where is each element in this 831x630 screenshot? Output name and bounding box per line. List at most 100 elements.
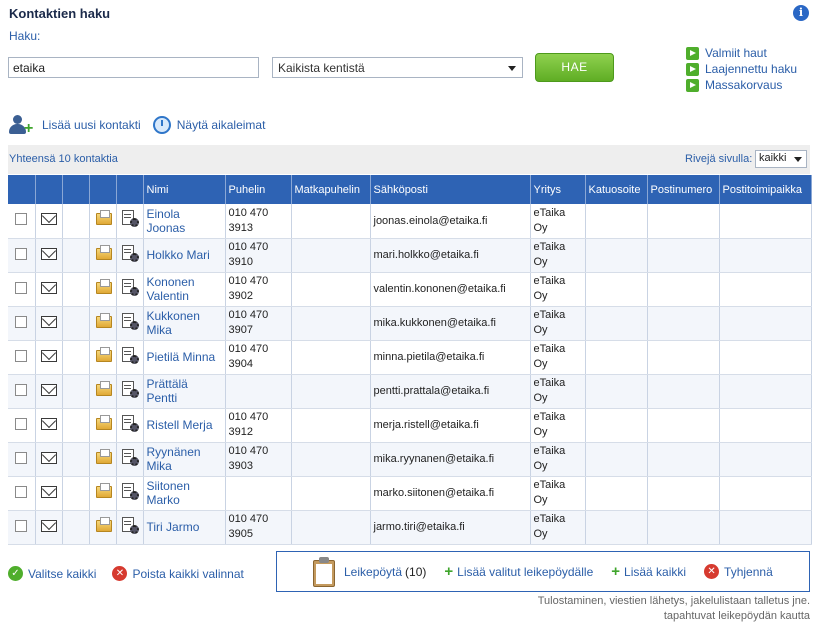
contact-name-link[interactable]: Pietilä Minna bbox=[143, 340, 226, 375]
col-postcode[interactable]: Postinumero bbox=[647, 175, 720, 204]
letter-icon[interactable] bbox=[95, 278, 112, 294]
envelope-icon[interactable] bbox=[40, 485, 57, 498]
contact-card-settings-icon[interactable] bbox=[121, 448, 139, 467]
col-name[interactable]: Nimi bbox=[143, 175, 226, 204]
contact-phone bbox=[225, 476, 292, 511]
contact-city bbox=[719, 408, 812, 443]
link-saved-searches[interactable]: Valmiit haut bbox=[686, 45, 797, 61]
add-all-button[interactable]: + Lisää kaikki bbox=[611, 562, 686, 580]
add-selected-button[interactable]: + Lisää valitut leikepöydälle bbox=[444, 564, 593, 579]
contact-card-settings-icon[interactable] bbox=[121, 278, 139, 297]
letter-icon[interactable] bbox=[95, 482, 112, 498]
contact-card-settings-icon[interactable] bbox=[121, 346, 139, 365]
empty-clipboard-button[interactable]: ✕ Tyhjennä bbox=[704, 564, 773, 579]
contact-name-link[interactable]: Siitonen Marko bbox=[143, 476, 226, 511]
col-email[interactable]: Sähköposti bbox=[370, 175, 531, 204]
col-city[interactable]: Postitoimipaikka bbox=[719, 175, 812, 204]
row-select-cell bbox=[8, 340, 36, 375]
row-checkbox[interactable] bbox=[15, 315, 27, 328]
footer-note: Tulostaminen, viestien lähetys, jakeluli… bbox=[500, 594, 810, 624]
clipboard-icon bbox=[313, 556, 335, 587]
letter-icon[interactable] bbox=[95, 380, 112, 396]
contact-name-link[interactable]: Kononen Valentin bbox=[143, 272, 226, 307]
link-label: Massakorvaus bbox=[705, 78, 783, 92]
contact-card-settings-icon[interactable] bbox=[121, 482, 139, 501]
link-label: Laajennettu haku bbox=[705, 62, 798, 76]
rows-per-page-select[interactable]: kaikki bbox=[755, 150, 807, 168]
envelope-icon[interactable] bbox=[40, 247, 57, 260]
contact-city bbox=[719, 442, 812, 477]
clear-selections-button[interactable]: ✕ Poista kaikki valinnat bbox=[112, 566, 244, 581]
row-checkbox[interactable] bbox=[15, 451, 27, 464]
contact-name-link[interactable]: Prättälä Pentti bbox=[143, 374, 226, 409]
col-mobile[interactable]: Matkapuhelin bbox=[291, 175, 371, 204]
link-advanced-search[interactable]: Laajennettu haku bbox=[686, 61, 797, 77]
contact-company: eTaika Oy bbox=[530, 510, 586, 545]
letter-icon[interactable] bbox=[95, 516, 112, 532]
envelope-icon[interactable] bbox=[40, 349, 57, 362]
contact-phone: 010 470 3904 bbox=[225, 340, 292, 375]
contact-card-settings-icon[interactable] bbox=[121, 210, 139, 228]
side-links: Valmiit haut Laajennettu haku Massakorva… bbox=[686, 45, 797, 93]
play-arrow-icon bbox=[686, 78, 699, 92]
search-input[interactable] bbox=[8, 57, 259, 78]
contact-phone bbox=[225, 374, 292, 409]
envelope-icon[interactable] bbox=[40, 213, 57, 226]
row-checkbox[interactable] bbox=[15, 519, 27, 532]
letter-icon[interactable] bbox=[95, 414, 112, 430]
letter-icon[interactable] bbox=[95, 448, 112, 464]
contact-name-link[interactable]: Kukkonen Mika bbox=[143, 306, 226, 341]
contact-company: eTaika Oy bbox=[530, 340, 586, 375]
envelope-icon[interactable] bbox=[40, 417, 57, 430]
search-button[interactable]: HAE bbox=[535, 53, 614, 82]
col-letter-action bbox=[89, 175, 117, 204]
contact-name-link[interactable]: Tiri Jarmo bbox=[143, 510, 226, 545]
envelope-icon[interactable] bbox=[40, 281, 57, 294]
contact-card-settings-icon[interactable] bbox=[121, 414, 139, 433]
row-checkbox[interactable] bbox=[15, 383, 27, 396]
letter-icon[interactable] bbox=[95, 244, 112, 260]
row-select-cell bbox=[8, 238, 36, 273]
contact-city bbox=[719, 306, 812, 341]
plus-multiple-icon: + bbox=[611, 562, 621, 580]
col-street[interactable]: Katuosoite bbox=[585, 175, 648, 204]
contact-card-settings-icon[interactable] bbox=[121, 244, 139, 263]
row-checkbox[interactable] bbox=[15, 213, 27, 226]
row-checkbox[interactable] bbox=[15, 349, 27, 362]
contact-name-link[interactable]: Holkko Mari bbox=[143, 238, 226, 273]
contact-card-settings-icon[interactable] bbox=[121, 312, 139, 331]
envelope-icon[interactable] bbox=[40, 383, 57, 396]
contact-card-settings-icon[interactable] bbox=[121, 380, 139, 399]
col-phone[interactable]: Puhelin bbox=[225, 175, 292, 204]
contact-name-link[interactable]: Ryynänen Mika bbox=[143, 442, 226, 477]
contact-mobile bbox=[291, 204, 371, 239]
info-icon[interactable]: i bbox=[793, 5, 809, 21]
contact-card-settings-icon[interactable] bbox=[121, 516, 139, 535]
contact-postcode bbox=[647, 306, 720, 341]
letter-icon[interactable] bbox=[95, 346, 112, 362]
check-icon: ✓ bbox=[8, 566, 23, 581]
row-card-cell bbox=[116, 238, 144, 273]
contact-name-link[interactable]: Ristell Merja bbox=[143, 408, 226, 443]
link-mass-replace[interactable]: Massakorvaus bbox=[686, 77, 797, 93]
select-all-button[interactable]: ✓ Valitse kaikki bbox=[8, 566, 96, 581]
add-contact-button[interactable]: + Lisää uusi kontakti bbox=[8, 114, 141, 137]
row-checkbox[interactable] bbox=[15, 485, 27, 498]
letter-icon[interactable] bbox=[95, 312, 112, 328]
row-checkbox[interactable] bbox=[15, 417, 27, 430]
add-user-icon: + bbox=[8, 114, 36, 137]
clipboard-link[interactable]: Leikepöytä (10) bbox=[344, 565, 426, 579]
search-field-select[interactable]: Kaikista kentistä bbox=[272, 57, 523, 78]
envelope-icon[interactable] bbox=[40, 315, 57, 328]
envelope-icon[interactable] bbox=[40, 451, 57, 464]
contact-name-link[interactable]: Einola Joonas bbox=[143, 204, 226, 239]
envelope-icon[interactable] bbox=[40, 519, 57, 532]
row-checkbox[interactable] bbox=[15, 281, 27, 294]
col-company[interactable]: Yritys bbox=[530, 175, 586, 204]
show-timestamps-button[interactable]: Näytä aikaleimat bbox=[152, 116, 266, 134]
show-timestamps-label: Näytä aikaleimat bbox=[176, 118, 266, 132]
table-row: Pietilä Minna 010 470 3904 minna.pietila@e… bbox=[8, 340, 812, 375]
row-checkbox[interactable] bbox=[15, 247, 27, 260]
contact-company: eTaika Oy bbox=[530, 408, 586, 443]
letter-icon[interactable] bbox=[95, 210, 112, 226]
